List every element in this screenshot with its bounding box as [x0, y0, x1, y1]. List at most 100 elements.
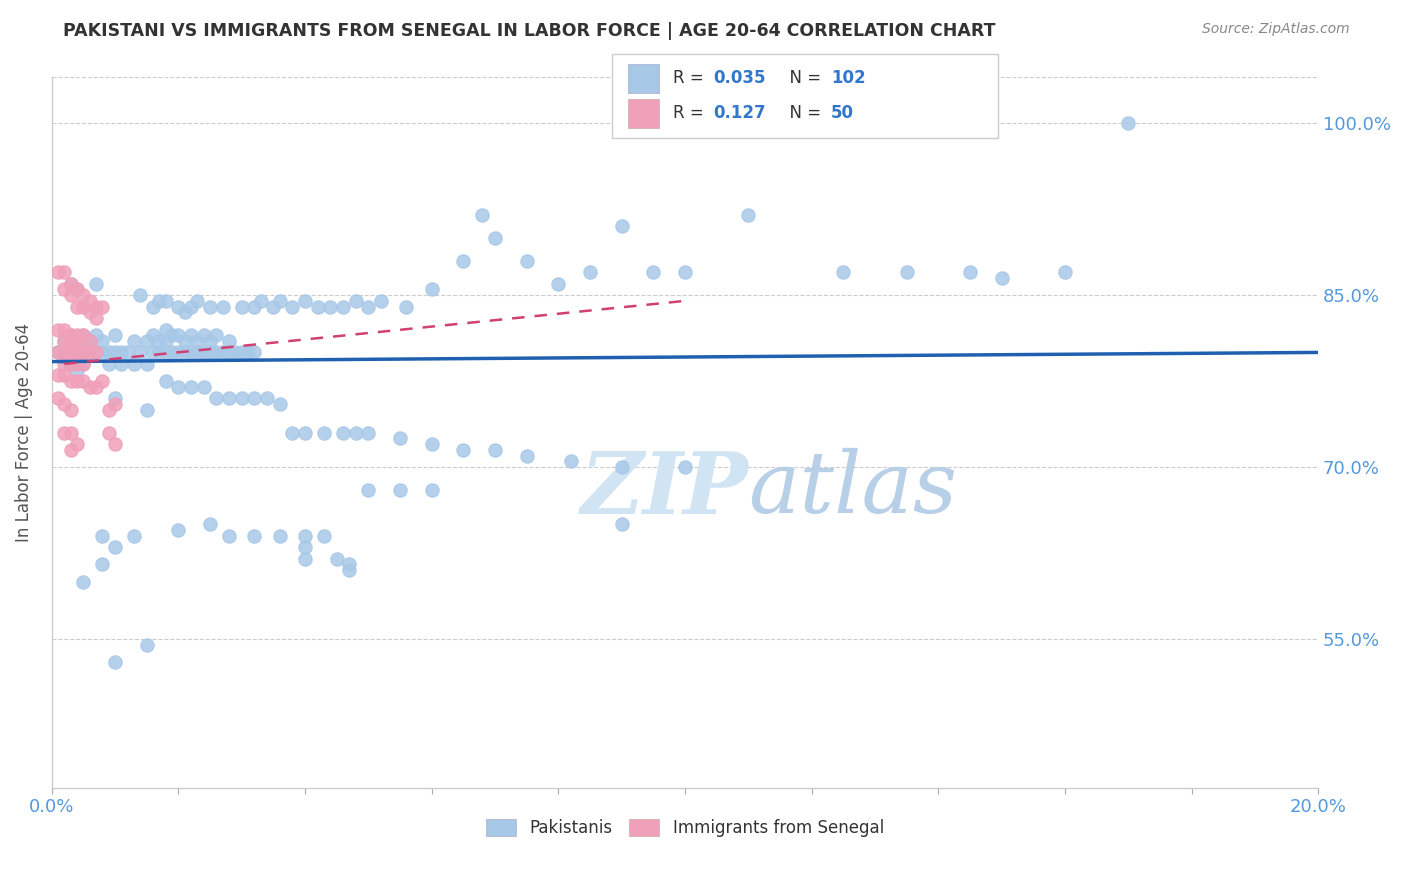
Text: ZIP: ZIP [581, 448, 748, 532]
Point [180, 300, 202, 314]
Point [673, 460, 696, 475]
Point [560, 454, 582, 468]
Point [673, 265, 696, 279]
Point [122, 529, 145, 543]
Point [66, 334, 89, 348]
Point [737, 208, 759, 222]
Text: PAKISTANI VS IMMIGRANTS FROM SENEGAL IN LABOR FORCE | AGE 20-64 CORRELATION CHAR: PAKISTANI VS IMMIGRANTS FROM SENEGAL IN … [63, 22, 995, 40]
Point [148, 345, 170, 359]
Point [104, 655, 127, 669]
Y-axis label: In Labor Force | Age 20-64: In Labor Force | Age 20-64 [15, 323, 32, 542]
Point [117, 345, 139, 359]
Point [180, 328, 202, 343]
Point [370, 293, 392, 308]
Point [53, 345, 76, 359]
Point [198, 334, 221, 348]
Point [59, 288, 82, 302]
Point [243, 300, 266, 314]
Point [142, 300, 165, 314]
Point [160, 345, 183, 359]
Point [84, 277, 107, 291]
Point [325, 551, 347, 566]
Point [218, 391, 240, 405]
Point [205, 345, 228, 359]
Point [547, 277, 569, 291]
Point [72, 374, 94, 388]
Point [180, 380, 202, 394]
Point [104, 540, 127, 554]
Point [218, 334, 240, 348]
Point [167, 300, 190, 314]
Point [66, 328, 89, 343]
Point [167, 328, 190, 343]
Point [72, 357, 94, 371]
Point [337, 563, 360, 577]
Point [231, 300, 253, 314]
Point [72, 345, 94, 359]
Point [959, 265, 981, 279]
Point [1116, 116, 1139, 130]
Text: atlas: atlas [748, 448, 957, 531]
Point [155, 334, 177, 348]
Text: R =: R = [673, 70, 710, 87]
Point [66, 345, 89, 359]
Point [193, 345, 215, 359]
Point [122, 334, 145, 348]
Point [66, 374, 89, 388]
Point [53, 368, 76, 383]
Point [160, 328, 183, 343]
Point [269, 529, 291, 543]
Point [91, 374, 114, 388]
Point [72, 300, 94, 314]
Point [79, 293, 101, 308]
Point [97, 402, 120, 417]
Point [97, 357, 120, 371]
Point [896, 265, 918, 279]
Point [269, 397, 291, 411]
Point [269, 293, 291, 308]
Text: Source: ZipAtlas.com: Source: ZipAtlas.com [1202, 22, 1350, 37]
Point [211, 345, 233, 359]
Point [59, 277, 82, 291]
Point [186, 293, 208, 308]
Point [337, 558, 360, 572]
Point [357, 300, 380, 314]
Point [332, 300, 354, 314]
Point [516, 449, 538, 463]
Point [59, 402, 82, 417]
Point [610, 517, 633, 532]
Point [832, 265, 855, 279]
Point [312, 529, 335, 543]
Point [53, 282, 76, 296]
Point [180, 345, 202, 359]
Point [53, 334, 76, 348]
Point [110, 357, 132, 371]
Point [155, 293, 177, 308]
Point [135, 638, 157, 652]
Point [97, 345, 120, 359]
Point [256, 391, 278, 405]
Point [388, 431, 411, 445]
Point [155, 345, 177, 359]
Point [249, 293, 271, 308]
Point [59, 425, 82, 440]
Point [173, 334, 195, 348]
Point [129, 288, 152, 302]
Point [84, 380, 107, 394]
Point [236, 345, 259, 359]
Point [643, 265, 665, 279]
Point [453, 442, 475, 457]
Point [66, 282, 89, 296]
Point [186, 334, 208, 348]
Point [388, 483, 411, 497]
Point [344, 293, 367, 308]
Point [79, 305, 101, 319]
Point [135, 402, 157, 417]
Text: N =: N = [779, 70, 827, 87]
Point [104, 437, 127, 451]
Point [53, 322, 76, 336]
Point [91, 334, 114, 348]
Point [420, 282, 443, 296]
Point [59, 328, 82, 343]
Point [484, 231, 506, 245]
